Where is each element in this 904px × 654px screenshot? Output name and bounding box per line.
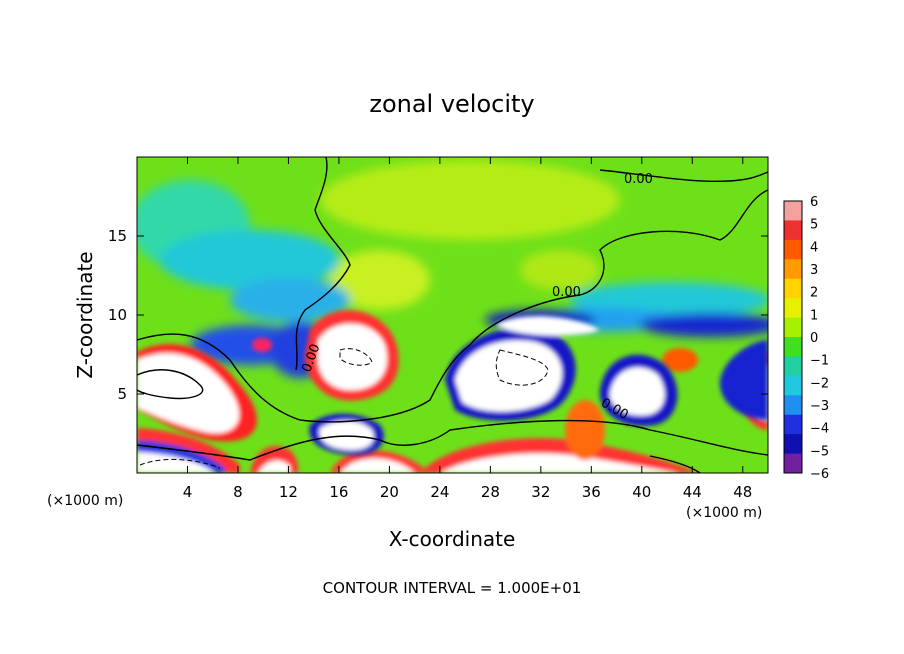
colorbar-swatch [784, 453, 802, 474]
y-axis: 5 10 15 [108, 227, 768, 403]
x-tick-label: 48 [733, 483, 752, 501]
colorbar-tick-label: 6 [810, 195, 818, 210]
x-tick-label: 40 [632, 483, 651, 501]
x-tick-label: 28 [481, 483, 500, 501]
colorbar-tick-label: 2 [810, 286, 818, 301]
colorbar-swatch [784, 375, 802, 396]
y-tick-label: 5 [117, 385, 127, 403]
y-axis-label: Z-coordinate [73, 251, 97, 378]
colorbar-tick-label: −5 [810, 444, 829, 459]
colorbar-tick-label: 5 [810, 218, 818, 233]
colorbar-swatch [784, 259, 802, 280]
x-tick-label: 4 [183, 483, 193, 501]
colorbar-frame [783, 200, 803, 474]
x-tick-label: 24 [430, 483, 449, 501]
contour-label-2: 0.00 [552, 285, 581, 300]
colorbar-tick-label: −3 [810, 399, 829, 414]
colorbar-tick-label: 0 [810, 331, 818, 346]
colorbar-swatch [784, 337, 802, 357]
x-tick-label: 44 [683, 483, 702, 501]
colorbar-swatch [784, 201, 802, 221]
x-tick-label: 36 [582, 483, 601, 501]
colorbar-tick-label: −1 [810, 354, 829, 369]
colorbar-swatch [784, 220, 802, 241]
contour-lines [137, 157, 768, 473]
y-tick-label: 10 [108, 306, 127, 324]
colorbar-swatch [784, 278, 802, 299]
x-tick-label: 8 [233, 483, 243, 501]
colorbar-swatch [784, 317, 802, 338]
colorbar-swatch [784, 239, 802, 260]
colorbar-swatch [784, 298, 802, 319]
x-tick-label: 32 [531, 483, 550, 501]
contour-label-1: 0.00 [624, 172, 653, 187]
colorbar-tick-label: 4 [810, 240, 818, 255]
x-tick-label: 20 [380, 483, 399, 501]
x-axis: 4 8 12 16 20 24 28 32 36 40 44 48 [183, 157, 752, 501]
x-tick-label: 16 [329, 483, 348, 501]
y-tick-label: 15 [108, 227, 127, 245]
colorbar-swatch [784, 414, 802, 435]
chart-title: zonal velocity [369, 90, 534, 118]
contour-interval-note: CONTOUR INTERVAL = 1.000E+01 [323, 579, 582, 597]
plot-field: 0.00 0.00 0.00 0.00 [137, 157, 768, 473]
colorbar-swatch [784, 395, 802, 416]
x-tick-label: 12 [279, 483, 298, 501]
colorbar-swatch [784, 356, 802, 377]
colorbar-tick-label: −2 [810, 376, 829, 391]
colorbar: 6 5 4 3 2 1 0 −1 −2 −3 −4 −5 −6 [783, 195, 829, 482]
x-unit-label: (×1000 m) [686, 505, 762, 521]
colorbar-swatch [784, 434, 802, 455]
z-unit-label: (×1000 m) [47, 493, 123, 509]
colorbar-tick-label: −6 [810, 467, 829, 482]
colorbar-tick-label: 3 [810, 263, 818, 278]
colorbar-tick-label: 1 [810, 308, 818, 323]
colorbar-tick-label: −4 [810, 422, 829, 437]
x-axis-label: X-coordinate [389, 527, 516, 551]
